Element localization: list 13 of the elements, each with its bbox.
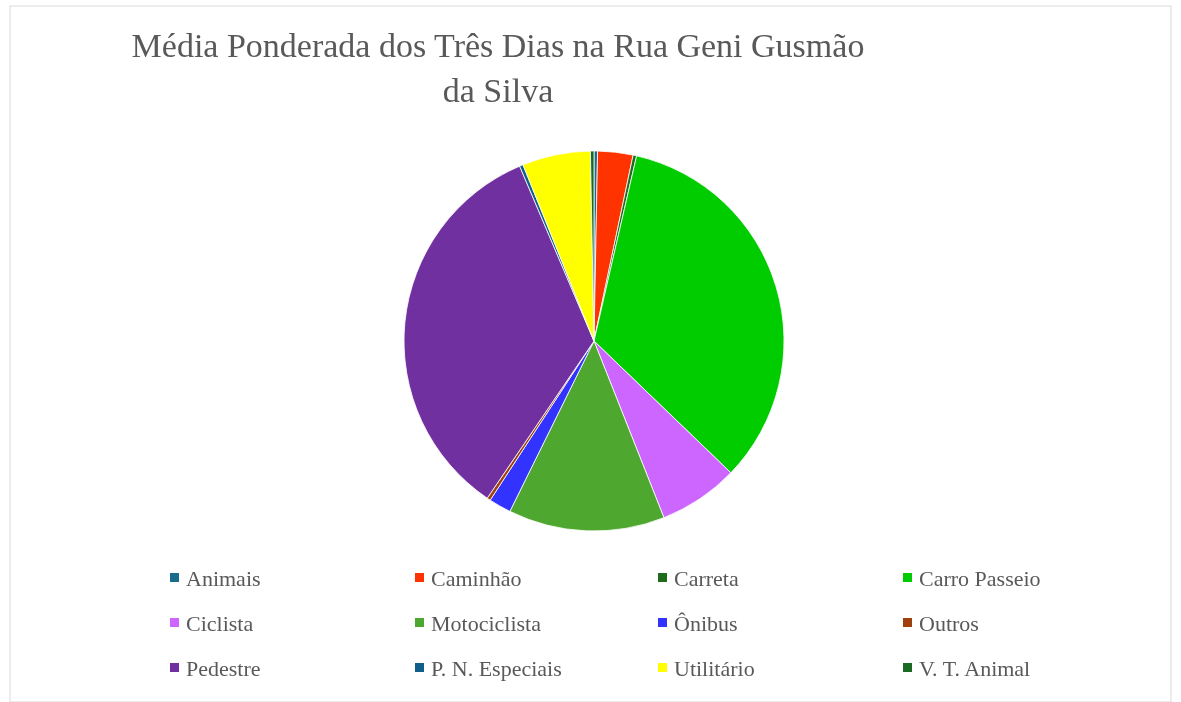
legend-label: P. N. Especiais (431, 655, 562, 681)
legend-label: Carro Passeio (919, 565, 1041, 591)
legend-label: Utilitário (674, 655, 755, 681)
legend-label: Motociclista (431, 610, 542, 636)
legend-label: Animais (186, 565, 261, 591)
chart-title: Média Ponderada dos Três Dias na Rua Geni Gusmão da Silva (131, 26, 865, 109)
legend-label: Ônibus (674, 610, 738, 636)
legend-label: Caminhão (431, 565, 522, 591)
legend-label: Pedestre (186, 655, 261, 681)
legend-label: Outros (919, 610, 979, 636)
legend-label: V. T. Animal (919, 655, 1031, 681)
legend-label: Carreta (674, 565, 739, 591)
legend-label: Ciclista (186, 610, 254, 636)
